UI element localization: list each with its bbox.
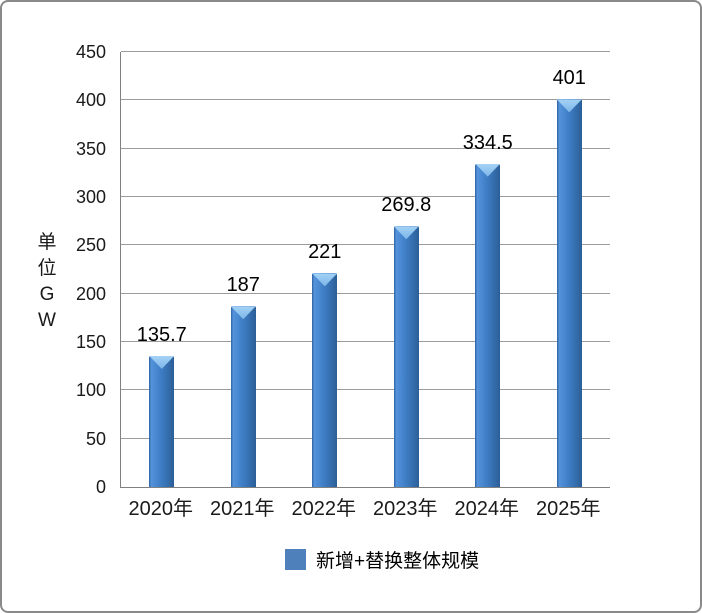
y-tick-label: 200 xyxy=(75,283,106,304)
legend-label: 新增+替换整体规模 xyxy=(316,550,480,572)
y-tick-label: 450 xyxy=(75,42,106,62)
y-axis-title: 单 位 G W xyxy=(30,230,64,334)
bar-top-chevron xyxy=(475,163,501,177)
x-tick-label: 2022年 xyxy=(291,498,357,520)
x-tick-label: 2023年 xyxy=(373,498,438,520)
y-tick-label: 50 xyxy=(85,428,106,449)
y-tick-label: 250 xyxy=(75,235,106,256)
y-axis-title-char: 单 xyxy=(37,232,57,253)
bar xyxy=(475,163,501,487)
bar-top-chevron xyxy=(312,273,338,287)
bar-value-label: 334.5 xyxy=(462,131,513,154)
gridline xyxy=(121,99,610,101)
y-tick-label: 400 xyxy=(75,90,106,111)
legend: 新增+替换整体规模 xyxy=(285,546,479,572)
bar-value-label: 135.7 xyxy=(136,323,187,346)
bar-value-label: 221 xyxy=(308,241,342,264)
gridline xyxy=(121,389,610,391)
bar-value-label: 269.8 xyxy=(381,194,432,217)
bar xyxy=(556,99,582,487)
y-axis-title-char: 位 xyxy=(37,258,57,279)
x-tick-label: 2021年 xyxy=(210,498,275,520)
bar-value-label: 187 xyxy=(226,274,260,297)
y-axis-title-char: G xyxy=(39,284,55,305)
gridline xyxy=(121,437,610,439)
bar xyxy=(230,306,256,487)
gridline xyxy=(121,147,610,149)
legend-marker-swatch xyxy=(285,548,306,570)
y-tick-label: 300 xyxy=(75,187,106,207)
bar xyxy=(393,226,419,487)
y-tick-label: 350 xyxy=(75,138,106,159)
gridline xyxy=(121,51,610,52)
y-tick-label: 100 xyxy=(75,380,106,401)
bar xyxy=(149,355,175,487)
bar xyxy=(312,273,338,487)
gridline xyxy=(121,196,610,197)
bar-top-chevron xyxy=(556,99,582,113)
x-tick-label: 2024年 xyxy=(454,498,520,520)
bar-top-chevron xyxy=(230,306,256,320)
gridline xyxy=(121,292,610,294)
y-tick-label: 0 xyxy=(95,477,106,497)
gridline xyxy=(121,341,610,342)
bar-value-label: 401 xyxy=(552,67,586,90)
bar-top-chevron xyxy=(393,226,419,240)
x-tick-label: 2020年 xyxy=(128,498,194,520)
gridline xyxy=(121,244,610,246)
x-tick-label: 2025年 xyxy=(536,498,601,520)
plot-area: 135.7 187 221 269.8 334.5 401 xyxy=(120,51,610,488)
y-axis-title-char: W xyxy=(38,310,56,331)
bar-top-chevron xyxy=(149,355,175,369)
y-tick-label: 150 xyxy=(75,332,106,352)
